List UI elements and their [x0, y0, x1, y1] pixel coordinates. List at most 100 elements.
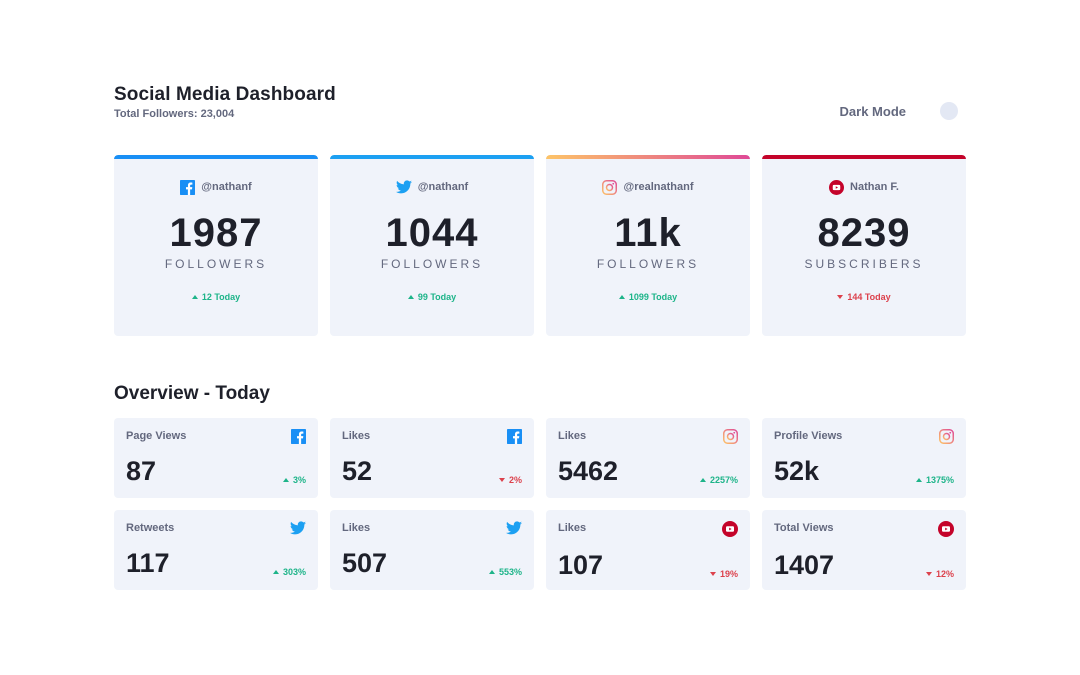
- arrow-up-icon: [915, 478, 922, 482]
- instagram-icon: [602, 179, 618, 195]
- card-accent-bar: [546, 155, 750, 159]
- overview-grid: Page Views 87 3% Likes 52 2% Likes 5462 …: [114, 418, 966, 590]
- card-today-value: 1099 Today: [628, 292, 678, 302]
- card-unit: FOLLOWERS: [164, 257, 268, 271]
- overview-change-value: 553%: [498, 567, 522, 577]
- follower-cards: @nathanf 1987 FOLLOWERS 12 Today @nathan…: [114, 155, 966, 336]
- overview-card[interactable]: Likes 507 553%: [330, 510, 534, 590]
- overview-card[interactable]: Likes 52 2%: [330, 418, 534, 498]
- youtube-icon: [722, 521, 738, 537]
- card-today-value: 144 Today: [847, 292, 891, 302]
- follower-card-facebook[interactable]: @nathanf 1987 FOLLOWERS 12 Today: [114, 155, 318, 336]
- arrow-up-icon: [272, 570, 279, 574]
- overview-title: Overview - Today: [114, 383, 270, 404]
- overview-change: 2%: [498, 475, 522, 485]
- overview-change: 3%: [282, 475, 306, 485]
- overview-change: 553%: [488, 567, 522, 577]
- overview-change: 12%: [925, 569, 954, 579]
- overview-label: Retweets: [126, 522, 175, 534]
- facebook-icon: [507, 429, 522, 444]
- overview-card[interactable]: Likes 107 19%: [546, 510, 750, 590]
- card-accent-bar: [114, 155, 318, 159]
- overview-label: Likes: [558, 430, 587, 442]
- card-today-value: 12 Today: [201, 292, 241, 302]
- card-handle[interactable]: @nathanf: [201, 181, 252, 193]
- card-handle[interactable]: Nathan F.: [850, 181, 899, 193]
- page-title: Social Media Dashboard: [114, 84, 336, 105]
- dark-mode-switch[interactable]: [940, 102, 958, 120]
- dark-mode-toggle[interactable]: Dark Mode: [839, 102, 958, 120]
- overview-label: Total Views: [774, 522, 834, 534]
- overview-value: 52k: [774, 456, 820, 486]
- card-today: 99 Today: [330, 292, 534, 302]
- overview-value: 87: [126, 456, 157, 486]
- overview-change-value: 3%: [292, 475, 306, 485]
- arrow-down-icon: [925, 572, 932, 576]
- card-count: 1044: [385, 211, 479, 255]
- card-unit: SUBSCRIBERS: [804, 257, 924, 271]
- card-today: 144 Today: [762, 292, 966, 302]
- overview-card[interactable]: Total Views 1407 12%: [762, 510, 966, 590]
- arrow-down-icon: [837, 295, 844, 299]
- youtube-icon: [829, 179, 845, 195]
- card-accent-bar: [762, 155, 966, 159]
- overview-change-value: 12%: [935, 569, 954, 579]
- card-today-value: 99 Today: [417, 292, 457, 302]
- overview-value: 1407: [774, 550, 835, 580]
- card-count: 1987: [169, 211, 263, 255]
- twitter-icon: [506, 521, 522, 535]
- overview-card[interactable]: Page Views 87 3%: [114, 418, 318, 498]
- overview-label: Likes: [342, 430, 371, 442]
- overview-label: Likes: [558, 522, 587, 534]
- overview-change-value: 2257%: [709, 475, 738, 485]
- dark-mode-label: Dark Mode: [839, 104, 906, 119]
- follower-card-twitter[interactable]: @nathanf 1044 FOLLOWERS 99 Today: [330, 155, 534, 336]
- card-unit: FOLLOWERS: [380, 257, 484, 271]
- facebook-icon: [180, 179, 196, 195]
- twitter-icon: [395, 180, 412, 194]
- follower-card-youtube[interactable]: Nathan F. 8239 SUBSCRIBERS 144 Today: [762, 155, 966, 336]
- overview-change-value: 19%: [719, 569, 738, 579]
- overview-value: 107: [558, 550, 604, 580]
- card-unit: FOLLOWERS: [596, 257, 700, 271]
- card-handle[interactable]: @realnathanf: [623, 181, 694, 193]
- overview-label: Likes: [342, 522, 371, 534]
- overview-value: 507: [342, 548, 388, 578]
- card-handle[interactable]: @nathanf: [417, 181, 469, 193]
- overview-change: 19%: [709, 569, 738, 579]
- overview-value: 5462: [558, 456, 619, 486]
- overview-card[interactable]: Retweets 117 303%: [114, 510, 318, 590]
- twitter-icon: [290, 521, 306, 535]
- arrow-up-icon: [191, 295, 198, 299]
- arrow-up-icon: [282, 478, 289, 482]
- overview-card[interactable]: Profile Views 52k 1375%: [762, 418, 966, 498]
- overview-label: Page Views: [126, 430, 187, 442]
- card-count: 11k: [614, 211, 682, 255]
- arrow-up-icon: [618, 295, 625, 299]
- overview-label: Profile Views: [774, 430, 843, 442]
- overview-change: 303%: [272, 567, 306, 577]
- card-today: 1099 Today: [546, 292, 750, 302]
- arrow-down-icon: [498, 478, 505, 482]
- overview-change: 2257%: [699, 475, 738, 485]
- overview-value: 117: [126, 548, 170, 578]
- facebook-icon: [291, 429, 306, 444]
- card-today: 12 Today: [114, 292, 318, 302]
- card-accent-bar: [330, 155, 534, 159]
- overview-change-value: 303%: [282, 567, 306, 577]
- total-followers: Total Followers: 23,004: [114, 108, 235, 120]
- card-count: 8239: [817, 211, 911, 255]
- arrow-down-icon: [709, 572, 716, 576]
- instagram-icon: [723, 429, 738, 444]
- overview-change-value: 1375%: [925, 475, 954, 485]
- instagram-icon: [939, 429, 954, 444]
- arrow-up-icon: [407, 295, 414, 299]
- follower-card-instagram[interactable]: @realnathanf 11k FOLLOWERS 1099 Today: [546, 155, 750, 336]
- overview-card[interactable]: Likes 5462 2257%: [546, 418, 750, 498]
- youtube-icon: [938, 521, 954, 537]
- overview-value: 52: [342, 456, 373, 486]
- overview-change-value: 2%: [508, 475, 522, 485]
- overview-change: 1375%: [915, 475, 954, 485]
- header: Social Media Dashboard Total Followers: …: [114, 84, 966, 134]
- arrow-up-icon: [699, 478, 706, 482]
